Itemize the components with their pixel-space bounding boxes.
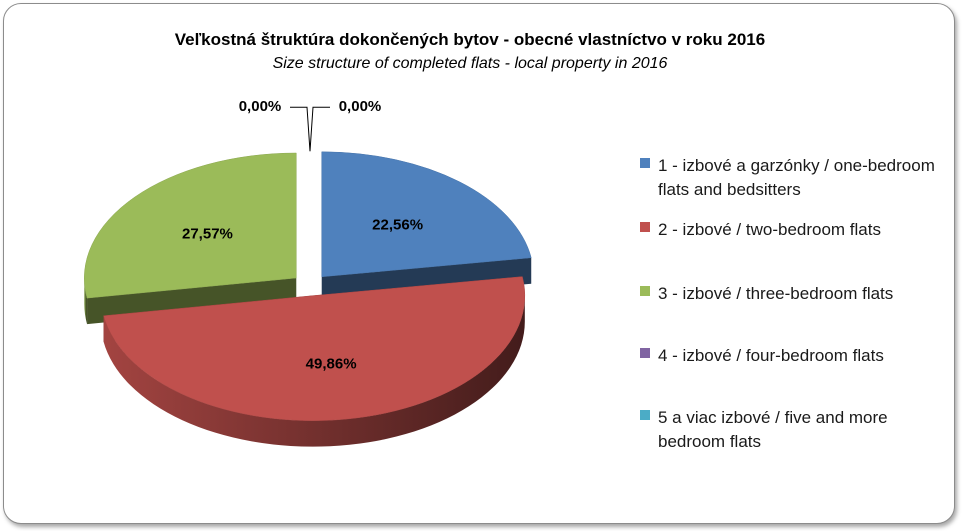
pie-tops <box>84 151 532 421</box>
pie-slice-2 <box>103 276 526 421</box>
legend-label-5: 5 a viac izbové / five and more bedroom … <box>658 408 888 451</box>
chart-title: Veľkostná štruktúra dokončených bytov - … <box>174 30 766 49</box>
pie-leader-line-5 <box>309 106 330 152</box>
legend-swatch-4 <box>640 348 650 358</box>
pie-data-label-3: 27,57% <box>182 225 233 242</box>
legend-label-3: 3 - izbové / three-bedroom flats <box>658 284 894 303</box>
pie-slice-1 <box>321 151 532 278</box>
pie-leader-line-4 <box>290 106 311 152</box>
pie-data-label-2: 49,86% <box>306 356 357 373</box>
pie-slice-3 <box>84 152 297 299</box>
pie-data-label-5: 0,00% <box>339 98 382 115</box>
pie-data-label-4: 0,00% <box>239 98 282 115</box>
pie-data-label-1: 22,56% <box>372 217 423 234</box>
pie-slice-2-wall <box>103 295 525 447</box>
legend-swatch-1 <box>640 158 650 168</box>
legend-swatch-5 <box>640 410 650 420</box>
chart-subtitle: Size structure of completed flats - loca… <box>272 55 668 72</box>
legend-swatch-3 <box>640 286 650 296</box>
pie-labels: 22,56% 49,86% 27,57% 0,00% 0,00% <box>182 98 423 372</box>
legend-swatch-2 <box>640 222 650 232</box>
legend-label-2: 2 - izbové / two-bedroom flats <box>658 220 881 239</box>
legend-label-4: 4 - izbové / four-bedroom flats <box>658 346 884 365</box>
legend-label-1: 1 - izbové a garzónky / one-bedroom flat… <box>658 156 935 199</box>
